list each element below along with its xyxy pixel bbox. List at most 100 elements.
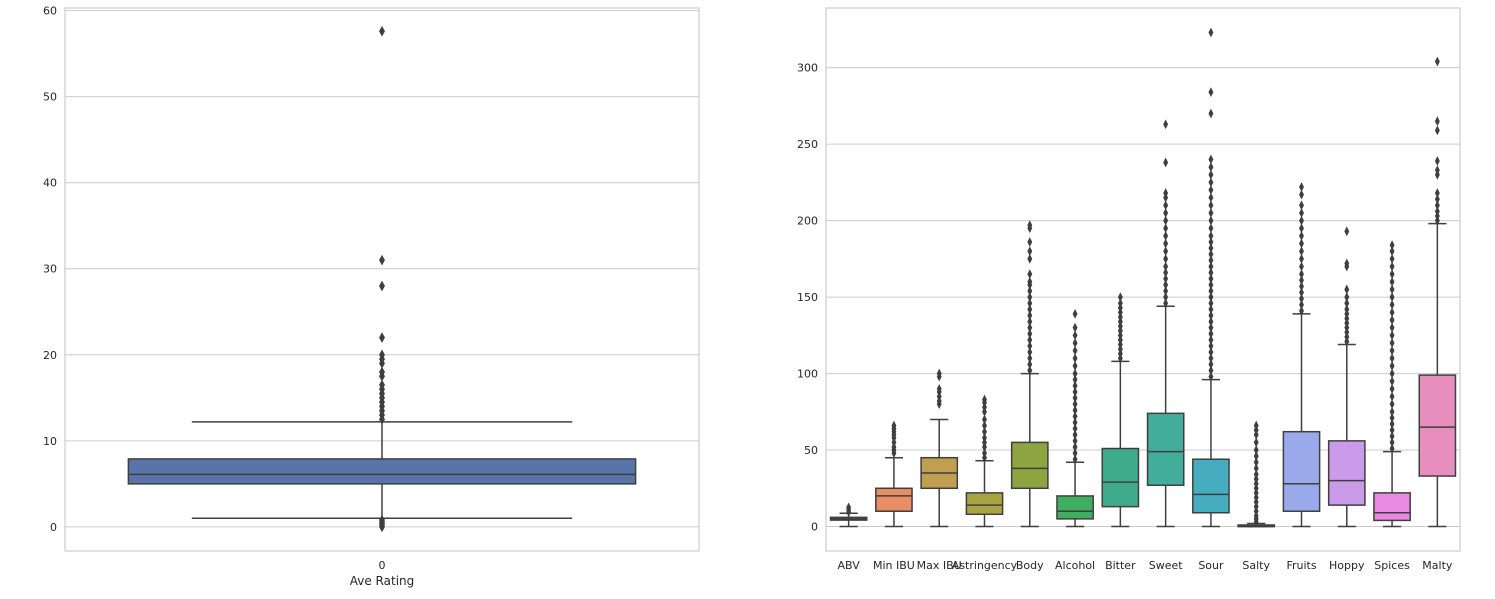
outlier-point	[1389, 353, 1395, 364]
outlier-point	[1208, 243, 1214, 254]
iqr-box	[965, 492, 1004, 516]
outlier-point	[1299, 182, 1304, 192]
outlier-point	[1253, 437, 1259, 448]
outlier-point	[1389, 315, 1395, 325]
outlier-point	[1344, 292, 1350, 302]
iqr-box	[1282, 430, 1321, 512]
outlier-point	[1208, 169, 1214, 180]
outlier-point	[1299, 261, 1304, 272]
outlier-point	[1027, 220, 1033, 231]
outlier-point	[1072, 353, 1078, 364]
outlier-point	[1072, 374, 1078, 385]
outlier-point	[1344, 226, 1350, 237]
outlier-point	[1208, 353, 1214, 364]
iqr-box	[1418, 374, 1457, 477]
outlier-point	[1299, 275, 1304, 286]
outlier-point	[1208, 154, 1214, 165]
outlier-point	[1163, 292, 1169, 302]
ave-rating-axes: 0 10 20 30 40 50 60 0 Ave Rating	[43, 5, 700, 588]
x-tick-label: Body	[1016, 559, 1044, 572]
outlier-point	[1208, 87, 1214, 98]
iqr-box	[1146, 412, 1185, 486]
outlier-point	[1072, 411, 1078, 422]
outlier-point	[1434, 125, 1440, 136]
outlier-point	[1027, 269, 1033, 280]
outlier-point	[1208, 261, 1214, 272]
outlier-point	[1389, 376, 1395, 387]
outlier-point	[1208, 108, 1214, 119]
y-tick-label: 300	[797, 62, 818, 75]
y-tick-label: 50	[43, 91, 57, 104]
outlier-point	[1208, 223, 1214, 234]
outlier-point	[1344, 258, 1350, 269]
outlier-point	[1253, 445, 1259, 455]
outlier-point	[1208, 192, 1214, 203]
box-bitter	[1101, 292, 1140, 528]
x-tick-label: Fruits	[1286, 559, 1316, 572]
outlier-point	[1027, 353, 1033, 364]
outlier-point	[1163, 119, 1169, 130]
box-malty	[1418, 56, 1457, 528]
box-alcohol	[1056, 309, 1094, 528]
x-tick-label: Bitter	[1105, 559, 1136, 572]
outlier-point	[1027, 316, 1033, 327]
outlier-point	[1389, 419, 1395, 429]
iqr-box	[1327, 440, 1366, 506]
box-hoppy	[1327, 226, 1366, 528]
outlier-point	[846, 502, 852, 513]
outlier-point	[1208, 328, 1214, 339]
outlier-point	[1163, 231, 1169, 241]
outlier-point	[1434, 156, 1440, 166]
outlier-point	[379, 379, 385, 391]
axes-frame	[64, 7, 700, 552]
outlier-point	[1208, 215, 1214, 226]
outlier-point	[1208, 185, 1214, 195]
outlier-point	[1299, 238, 1304, 249]
outlier-point	[1253, 457, 1259, 468]
outlier-point	[1163, 200, 1169, 211]
iqr-box	[1101, 447, 1140, 508]
outlier-point	[982, 432, 987, 443]
outlier-point	[1389, 406, 1395, 417]
outlier-point	[1027, 246, 1033, 257]
outlier-point	[1027, 286, 1033, 296]
outlier-point	[1208, 255, 1214, 266]
outlier-point	[982, 426, 987, 437]
box-sweet	[1146, 119, 1185, 528]
outlier-point	[1072, 442, 1078, 452]
x-tick-label: Sweet	[1149, 559, 1184, 572]
outlier-point	[1027, 328, 1033, 339]
outlier-point	[1344, 304, 1350, 315]
x-tick-label: Max IBU	[917, 559, 962, 572]
y-tick-label: 200	[797, 215, 818, 228]
x-tick-label: Spices	[1374, 559, 1410, 572]
outlier-point	[1434, 116, 1440, 127]
outlier-point	[1027, 359, 1033, 370]
outlier-point	[1208, 27, 1214, 38]
outlier-point	[1389, 276, 1395, 287]
y-tick-label: 50	[804, 444, 818, 457]
outlier-point	[1027, 365, 1033, 376]
outlier-point	[1072, 448, 1078, 459]
box-max-ibu	[920, 368, 959, 528]
outlier-point	[1072, 454, 1078, 465]
outlier-point	[1072, 338, 1078, 348]
outlier-point	[1299, 281, 1304, 292]
outlier-point	[1434, 165, 1440, 176]
outlier-point	[1163, 253, 1169, 264]
y-tick-label: 60	[43, 5, 57, 18]
y-tick-label: 250	[797, 138, 818, 151]
outlier-point	[1027, 276, 1033, 287]
outlier-point	[1344, 298, 1350, 309]
outlier-point	[1299, 189, 1304, 200]
outlier-point	[1027, 335, 1033, 345]
outlier-point	[1163, 223, 1169, 234]
y-tick-label: 0	[811, 521, 818, 534]
box-salty	[1237, 420, 1276, 528]
outlier-point	[1027, 322, 1033, 333]
outlier-point	[1389, 307, 1395, 318]
outlier-point	[1163, 298, 1169, 309]
outlier-point	[1163, 267, 1169, 278]
box-spices	[1373, 240, 1411, 528]
